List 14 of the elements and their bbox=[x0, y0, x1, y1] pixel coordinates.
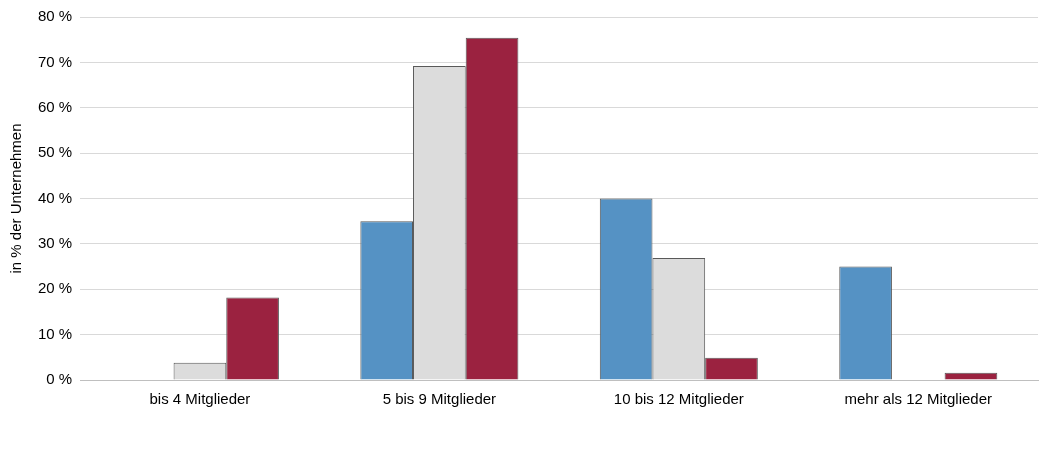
y-tick-label: 10 % bbox=[37, 324, 73, 342]
x-tick-label: 5 bis 9 Mitglieder bbox=[382, 390, 497, 408]
x-tick-label: bis 4 Mitglieder bbox=[149, 390, 251, 408]
y-axis-title: in % der Unternehmen bbox=[7, 123, 25, 274]
y-tick-label: 40 % bbox=[37, 188, 73, 206]
y-tick-label: 30 % bbox=[37, 234, 73, 252]
y-tick-label: 20 % bbox=[37, 279, 73, 297]
y-tick-label: 80 % bbox=[37, 7, 73, 25]
y-tick-label: 0 % bbox=[46, 370, 73, 388]
y-tick-label: 70 % bbox=[37, 52, 73, 70]
y-tick-label: 60 % bbox=[37, 97, 73, 115]
y-tick-label: 50 % bbox=[37, 143, 73, 161]
x-tick-label: 10 bis 12 Mitglieder bbox=[613, 390, 744, 408]
x-tick-label: mehr als 12 Mitglieder bbox=[844, 390, 993, 408]
